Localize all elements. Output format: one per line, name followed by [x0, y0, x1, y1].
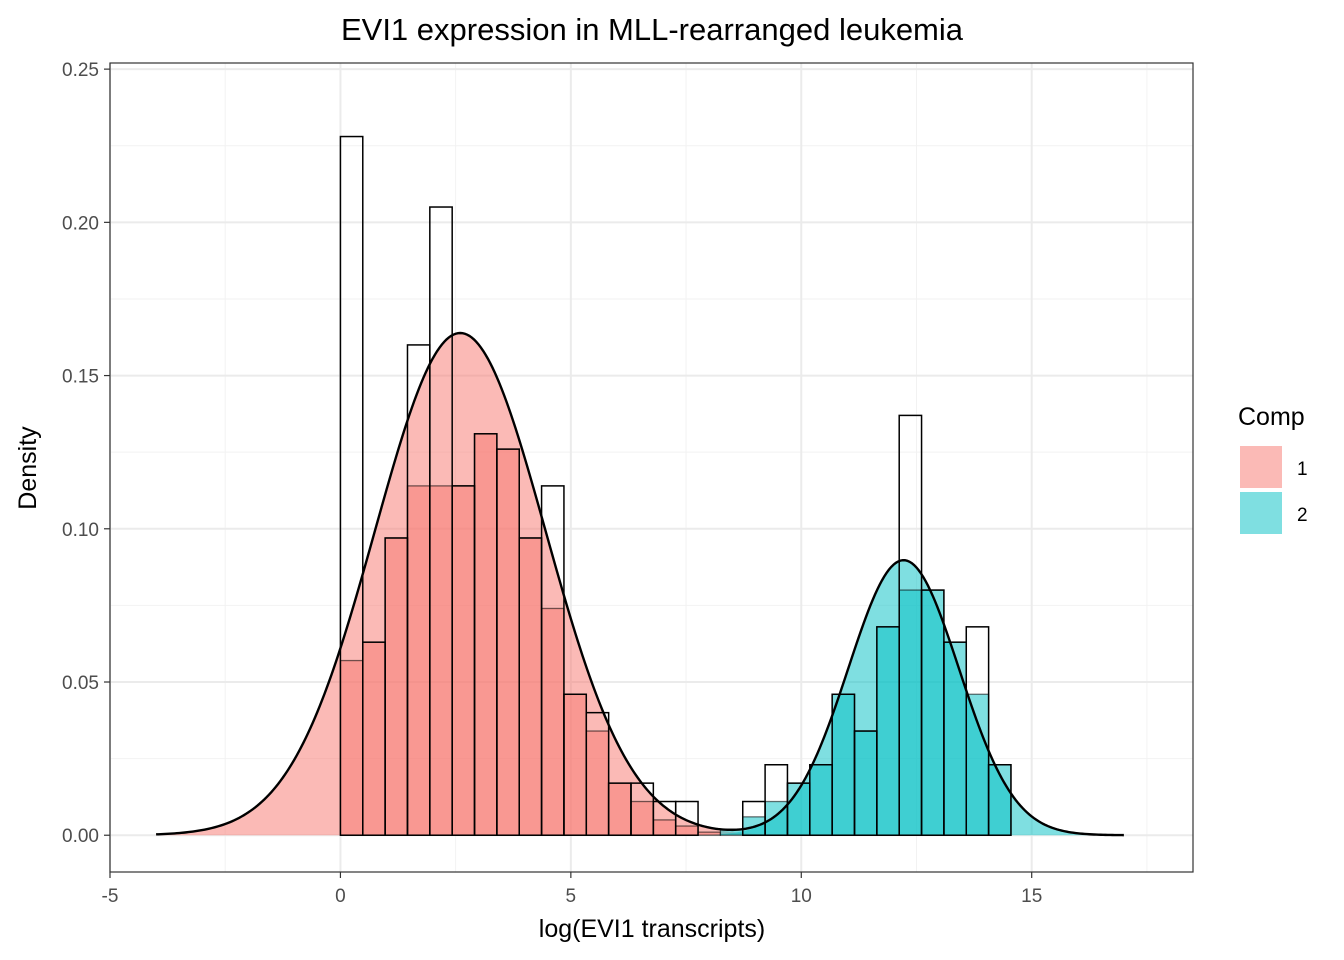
panel-border	[109, 62, 1194, 873]
histogram-bar	[987, 763, 1012, 836]
component-bar	[831, 693, 856, 836]
component-bar	[675, 825, 699, 836]
component-bar	[652, 819, 677, 836]
component-bar	[965, 693, 990, 836]
legend-label-1: 1	[1297, 459, 1308, 480]
component-bar	[943, 641, 967, 836]
x-tick-label: 0	[335, 886, 346, 907]
legend-key-1	[1240, 446, 1282, 488]
legend-label-2: 2	[1297, 505, 1308, 526]
component-bar	[339, 659, 364, 836]
density-curve	[156, 331, 1124, 837]
component-bar	[406, 485, 431, 836]
chart-title: EVI1 expression in MLL-rearranged leukem…	[341, 12, 964, 47]
legend-key-2	[1240, 492, 1282, 534]
y-tick-label: 0.25	[62, 60, 99, 81]
component-bar	[362, 641, 386, 836]
legend: Comp 1 2	[1238, 403, 1308, 534]
histogram-bar	[540, 485, 565, 836]
x-tick-label: 10	[791, 886, 812, 907]
component-bar	[607, 782, 632, 836]
histogram-bar	[339, 135, 364, 836]
component-bar	[429, 485, 453, 836]
component-bar	[540, 607, 565, 836]
component-bar	[496, 448, 520, 836]
y-axis-title: Density	[14, 426, 42, 510]
histogram-bar	[585, 711, 610, 836]
plot-area	[109, 62, 1194, 873]
component-bar	[473, 433, 498, 836]
component-bar	[876, 626, 900, 836]
y-tick-label: 0.15	[62, 367, 99, 388]
y-tick-label: 0.10	[62, 520, 99, 541]
component-bar	[384, 537, 409, 836]
component-bar	[809, 764, 833, 836]
component-bar	[697, 831, 722, 836]
component-bar	[853, 730, 878, 836]
component-bar	[898, 589, 923, 836]
component-bar	[920, 589, 945, 836]
histogram-bar	[674, 800, 699, 836]
panel-background	[110, 63, 1193, 872]
x-tick-label: -5	[102, 886, 119, 907]
component-bar	[585, 730, 610, 836]
x-tick-label: 5	[566, 886, 577, 907]
x-axis-title: log(EVI1 transcripts)	[539, 915, 765, 943]
component-bar	[518, 537, 543, 836]
y-tick-label: 0.00	[62, 826, 99, 847]
histogram-bar	[965, 626, 990, 836]
y-tick-label: 0.20	[62, 213, 99, 234]
component-bar	[563, 693, 587, 836]
x-tick-label: 15	[1021, 886, 1042, 907]
component-bar	[630, 800, 654, 836]
legend-title: Comp	[1238, 403, 1305, 431]
y-tick-label: 0.05	[62, 673, 99, 694]
component-bar	[451, 485, 476, 836]
